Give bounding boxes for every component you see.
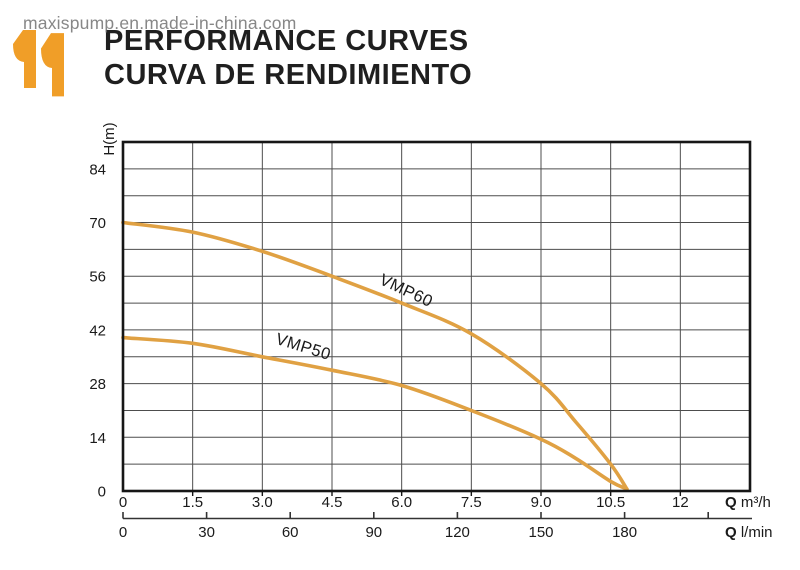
logo-quote-icon [13, 30, 64, 97]
lmin-tick-label: 120 [445, 524, 470, 541]
x-axis-ticks [191, 491, 682, 496]
gridlines [123, 142, 750, 491]
curve-vmp50 [121, 335, 629, 491]
y-tick-label: 84 [89, 161, 106, 178]
x-tick-label: 4.5 [322, 494, 343, 511]
x-tick-label: 0 [119, 494, 127, 511]
lmin-tick-label: 90 [365, 524, 382, 541]
x-axis-unit-secondary: Q l/min [725, 524, 773, 541]
page-title-secondary: CURVA DE RENDIMIENTO [104, 59, 473, 91]
lmin-tick-label: 150 [528, 524, 553, 541]
watermark-text: maxispump.en.made-in-china.com [23, 13, 297, 33]
y-tick-label: 56 [89, 269, 106, 286]
lmin-tick-label: 0 [119, 524, 127, 541]
y-tick-label: 42 [89, 322, 106, 339]
y-tick-label: 70 [89, 215, 106, 232]
title-block: PERFORMANCE CURVES CURVA DE RENDIMIENTO [104, 24, 472, 92]
secondary-axis [122, 512, 752, 520]
brand-logo [10, 28, 70, 100]
x-tick-label: 3.0 [252, 494, 273, 511]
x-tick-label: 1.5 [182, 494, 203, 511]
x-tick-label: 6.0 [391, 494, 412, 511]
y-tick-label: 0 [98, 484, 106, 501]
plot-frame [121, 140, 752, 493]
y-axis-title: H(m) [101, 122, 118, 155]
y-axis-labels: 84 70 56 42 28 14 0 H(m) [89, 122, 118, 500]
x-axis-labels: 0 1.5 3.0 4.5 6.0 7.5 9.0 10.5 12 Q m³/h [119, 494, 771, 511]
x-tick-label: 10.5 [596, 494, 625, 511]
y-tick-label: 28 [89, 376, 106, 393]
x-axis-unit-primary: Q m³/h [725, 494, 771, 511]
secondary-axis-labels: 0 30 60 90 120 150 180 Q l/min [119, 524, 773, 541]
lmin-tick-label: 30 [198, 524, 215, 541]
x-tick-label: 12 [672, 494, 689, 511]
quote-marks [13, 30, 64, 97]
lmin-tick-label: 60 [282, 524, 299, 541]
x-tick-label: 7.5 [461, 494, 482, 511]
y-tick-label: 14 [89, 430, 106, 447]
page-title-primary: PERFORMANCE CURVES [104, 25, 469, 57]
curve-vmp60 [121, 220, 629, 491]
pump-curves [121, 220, 629, 491]
lmin-tick-label: 180 [612, 524, 637, 541]
x-tick-label: 9.0 [531, 494, 552, 511]
